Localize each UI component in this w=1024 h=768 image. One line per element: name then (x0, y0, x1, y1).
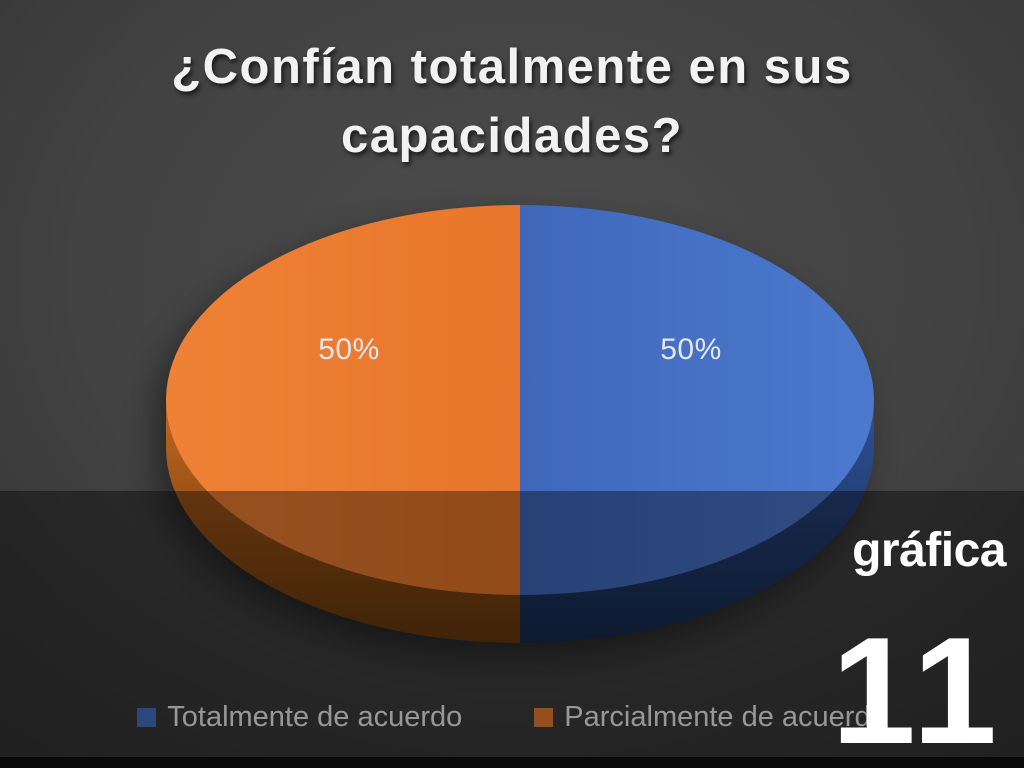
legend-item-totalmente: Totalmente de acuerdo (137, 701, 462, 734)
legend-swatch-parcialmente-icon (534, 708, 554, 727)
data-label-totalmente: 50% (660, 333, 722, 366)
pie-slice-totalmente (520, 205, 874, 595)
legend-swatch-totalmente-icon (137, 708, 157, 727)
slide-title-line1: ¿Confían totalmente en sus (171, 40, 853, 94)
pie-side-totalmente (520, 400, 874, 643)
data-label-parcialmente: 50% (318, 333, 380, 366)
slide-title: ¿Confían totalmente en sus capacidades? (0, 33, 1024, 171)
slide-number: 11 (831, 606, 1002, 768)
slide-title-line2: capacidades? (340, 109, 684, 163)
dark-band-overlay (0, 491, 1024, 768)
grafica-label: gráfica (852, 524, 1006, 577)
legend-label-totalmente: Totalmente de acuerdo (167, 701, 463, 733)
pie-side-parcialmente (166, 400, 520, 643)
bottom-black-strip (0, 757, 1024, 768)
legend-item-parcialmente: Parcialmente de acuerdo (534, 701, 887, 734)
legend-label-parcialmente: Parcialmente de acuerdo (564, 701, 887, 733)
chart-legend: Totalmente de acuerdo Parcialmente de ac… (0, 701, 1024, 734)
pie-slice-parcialmente (166, 205, 520, 595)
